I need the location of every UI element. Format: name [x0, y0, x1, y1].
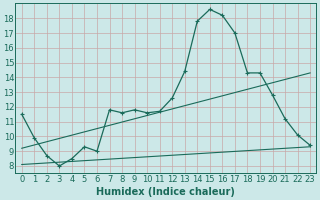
X-axis label: Humidex (Indice chaleur): Humidex (Indice chaleur): [97, 187, 236, 197]
